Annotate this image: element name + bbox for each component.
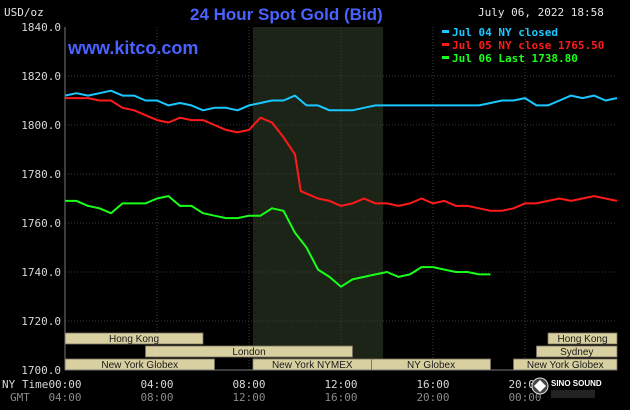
y-tick-label: 1700.0 [21,364,61,377]
y-tick-label: 1760.0 [21,217,61,230]
x-tick-label: 04:00 [140,378,173,391]
session-label: New York Globex [527,360,604,371]
session-bars: Hong Kong Hong Kong Sydney London New York G… [64,332,618,371]
x-tick-label: 00:00 [48,378,81,391]
x-tick-label-gmt: 12:00 [232,391,265,404]
legend-swatch [442,43,449,46]
logo-text: SINO SOUND [551,379,602,388]
series-lines [64,89,618,288]
session-bar [547,332,618,345]
session-label: New York Globex [101,360,178,371]
chart-title: 24 Hour Spot Gold (Bid) [190,5,383,24]
sino-sound-logo: SINO SOUND [531,377,602,398]
session-label: London [232,347,265,358]
y-tick-label: 1720.0 [21,315,61,328]
session-bar [145,345,353,358]
brand-url: www.kitco.com [67,38,198,58]
x-tick-label-gmt: 16:00 [324,391,357,404]
x-tick-label: 16:00 [416,378,449,391]
axes: 1840.0 1820.0 1800.0 1780.0 1760.0 1740.0 1720… [21,21,617,404]
x-tick-label: 12:00 [324,378,357,391]
legend-swatch [442,30,449,33]
series-line [64,89,618,112]
x-tick-label-gmt: 20:00 [416,391,449,404]
y-tick-label: 1740.0 [21,266,61,279]
session-bar [536,345,618,358]
y-tick-label: 1780.0 [21,168,61,181]
session-label: Sydney [560,347,593,358]
session-label: Hong Kong [109,334,159,345]
x-axis-label-gmt: GMT [10,391,30,404]
session-label: NY Globex [407,360,455,371]
x-tick-label-gmt: 00:00 [508,391,541,404]
session-label: Hong Kong [557,334,607,345]
y-axis-label: USD/oz [4,6,44,19]
logo-diamond-icon [534,380,546,392]
date-stamp: July 06, 2022 18:58 [478,6,604,19]
x-axis-label-nytime: NY Time [2,378,48,391]
legend-entry: Jul 05 NY close 1765.50 [452,39,604,52]
logo-subtext-icon [551,390,595,398]
y-tick-label: 1820.0 [21,70,61,83]
series-line [65,97,618,212]
x-tick-label: 08:00 [232,378,265,391]
x-tick-label-gmt: 08:00 [140,391,173,404]
y-tick-label: 1800.0 [21,119,61,132]
legend-entry: Jul 04 NY closed [452,26,558,39]
legend-swatch [442,56,449,59]
y-tick-label: 1840.0 [21,21,61,34]
legend-entry: Jul 06 Last 1738.80 [452,52,578,65]
session-label: New York NYMEX [272,360,353,371]
grid [65,27,617,370]
series-line [65,195,491,288]
x-tick-label-gmt: 04:00 [48,391,81,404]
